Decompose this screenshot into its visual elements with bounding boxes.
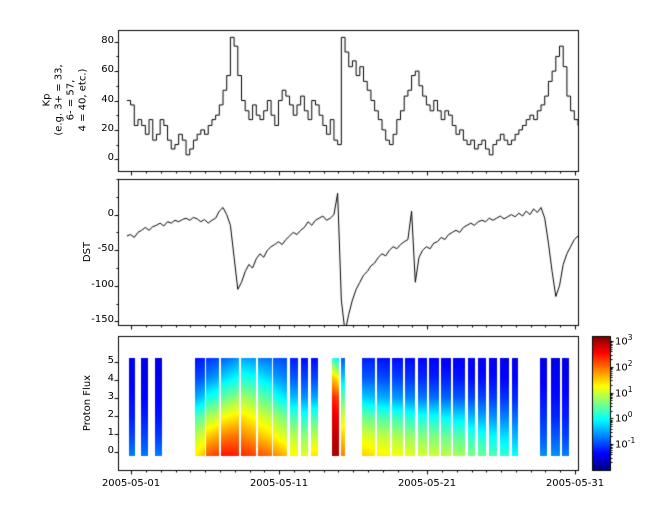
figure: Kp (e.g. 3+ = 33, 6- = 57, 4 = 40, etc.) DS… <box>0 0 665 523</box>
figure-canvas <box>0 0 665 523</box>
